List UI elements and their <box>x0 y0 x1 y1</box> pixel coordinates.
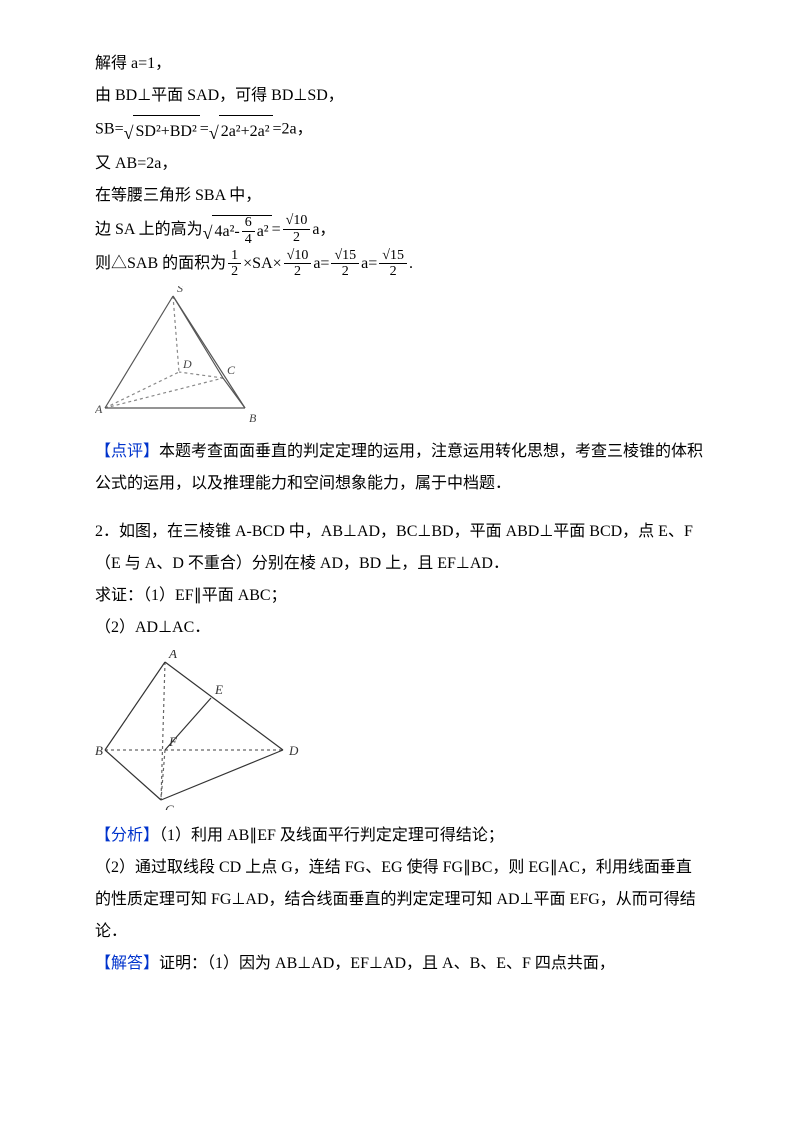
p1-line2: 由 BD⊥平面 SAD，可得 BD⊥SD， <box>95 80 705 112</box>
svg-text:D: D <box>182 357 192 371</box>
frac: √102 <box>284 248 312 280</box>
eq: = <box>200 121 209 138</box>
svg-text:S: S <box>177 286 183 295</box>
review-label: 【点评】 <box>95 443 159 460</box>
svg-text:E: E <box>214 682 223 697</box>
q2-prove: 求证：（1）EF∥平面 ABC； <box>95 580 705 612</box>
review-text: 本题考查面面垂直的判定定理的运用，注意运用转化思想，考查三棱锥的体积公式的运用，… <box>95 443 703 492</box>
p1-line4: 又 AB=2a， <box>95 148 705 180</box>
p1-line3: SB=SD²+BD²=2a²+2a²=2a， <box>95 112 705 148</box>
eq: = <box>272 221 281 238</box>
text: a= <box>361 255 377 272</box>
sqrt-1: SD²+BD² <box>124 112 200 148</box>
prove-label: 求证： <box>95 587 143 604</box>
page: 解得 a=1， 由 BD⊥平面 SAD，可得 BD⊥SD， SB=SD²+BD²… <box>0 0 800 1132</box>
svg-text:C: C <box>227 363 236 377</box>
svg-text:F: F <box>168 734 178 749</box>
q2-prove2: （2）AD⊥AC． <box>95 612 705 644</box>
svg-text:B: B <box>249 411 257 425</box>
spacer <box>95 500 705 516</box>
text: ×SA× <box>243 255 282 272</box>
sqrt-3: 4a²-64a² <box>203 212 272 248</box>
frac: 64 <box>242 215 255 247</box>
review-para: 【点评】本题考查面面垂直的判定定理的运用，注意运用转化思想，考查三棱锥的体积公式… <box>95 436 705 500</box>
svg-text:A: A <box>168 650 177 661</box>
sqrt-2: 2a²+2a² <box>209 112 273 148</box>
text: 边 SA 上的高为 <box>95 221 203 238</box>
frac: 12 <box>228 248 241 280</box>
text: SB= <box>95 121 124 138</box>
svg-text:A: A <box>95 402 103 416</box>
solve-para: 【解答】证明：（1）因为 AB⊥AD，EF⊥AD，且 A、B、E、F 四点共面， <box>95 948 705 980</box>
diagram-pyramid-sabcd: S A B C D <box>95 286 705 426</box>
prove-1: （1）EF∥平面 ABC； <box>143 587 287 604</box>
analysis-text1: （1）利用 AB∥EF 及线面平行判定定理可得结论； <box>159 827 504 844</box>
p1-line1: 解得 a=1， <box>95 48 705 80</box>
svg-text:C: C <box>165 802 174 810</box>
frac: √102 <box>283 213 311 245</box>
q2-line1: 2．如图，在三棱锥 A-BCD 中，AB⊥AD，BC⊥BD，平面 ABD⊥平面 … <box>95 516 705 580</box>
svg-text:B: B <box>95 743 103 758</box>
p1-line5: 在等腰三角形 SBA 中， <box>95 180 705 212</box>
frac: √152 <box>379 248 407 280</box>
p1-line7: 则△SAB 的面积为12×SA×√102a=√152a=√152. <box>95 248 705 280</box>
diagram-tetra-abcd: A B D C E F <box>95 650 705 810</box>
p1-line6: 边 SA 上的高为4a²-64a²=√102a， <box>95 212 705 248</box>
text: a， <box>312 221 335 238</box>
text: =2a， <box>273 121 313 138</box>
text: a² <box>257 223 269 240</box>
text: . <box>409 255 413 272</box>
analysis-2: （2）通过取线段 CD 上点 G，连结 FG、EG 使得 FG∥BC，则 EG∥… <box>95 852 705 948</box>
analysis-1: 【分析】（1）利用 AB∥EF 及线面平行判定定理可得结论； <box>95 820 705 852</box>
analysis-label: 【分析】 <box>95 827 159 844</box>
frac: √152 <box>331 248 359 280</box>
solve-label: 【解答】 <box>95 955 159 972</box>
svg-text:D: D <box>288 743 299 758</box>
text: 4a²- <box>214 223 239 240</box>
text: 则△SAB 的面积为 <box>95 255 226 272</box>
solve-text: 证明：（1）因为 AB⊥AD，EF⊥AD，且 A、B、E、F 四点共面， <box>159 955 615 972</box>
text: a= <box>313 255 329 272</box>
